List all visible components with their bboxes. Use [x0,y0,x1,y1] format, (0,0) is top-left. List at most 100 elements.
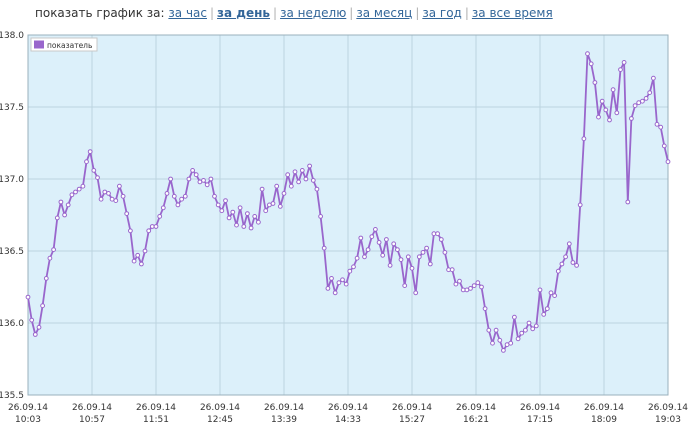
data-point [347,268,353,274]
data-point [84,159,89,165]
x-tick-label-date: 26.09.14 [456,403,496,413]
data-point [471,283,477,289]
data-point [120,193,126,199]
x-tick-label-date: 26.09.14 [200,403,240,413]
x-tick-label-time: 11:51 [143,415,169,425]
y-tick-label: 137.5 [0,103,24,113]
x-tick-label-time: 10:03 [15,415,41,425]
legend-box [30,37,98,52]
y-tick-label: 136.0 [0,319,24,329]
data-point [457,278,462,284]
legend-label: показатель [47,41,92,50]
data-point [73,189,78,195]
data-point [69,192,75,198]
data-point [325,286,331,291]
data-point [321,245,327,251]
plot-frame [27,34,669,396]
data-point [585,51,590,57]
data-point [479,284,484,290]
x-tick-label-date: 26.09.14 [136,403,176,413]
data-point [237,205,243,211]
data-point [190,168,196,173]
y-tick-label: 136.5 [0,247,24,257]
data-point [303,176,309,182]
data-point [358,235,364,241]
data-point [95,175,100,181]
x-tick-label-time: 12:45 [207,415,233,425]
data-point [398,257,404,263]
data-point [226,215,232,221]
data-point [614,110,620,116]
data-point [296,179,302,185]
period-selector-label: показать график за: [35,6,165,20]
period-link-all-time[interactable]: за все время [471,6,553,20]
data-point [25,294,31,300]
data-point [603,107,609,113]
data-point [248,225,254,231]
data-point [175,202,181,208]
data-point [552,293,557,299]
data-point [219,208,225,214]
data-point [413,290,419,296]
data-point [329,276,334,281]
data-point [658,124,664,130]
data-point [508,340,514,346]
data-point [387,263,393,268]
data-point [43,276,49,281]
data-point [51,247,56,253]
data-point [241,224,247,229]
period-link-day[interactable]: за день [217,6,271,20]
data-point [544,306,550,312]
x-tick-label-date: 26.09.14 [520,403,560,413]
data-point [651,75,656,81]
x-tick-label-date: 26.09.14 [264,403,304,413]
data-point [354,255,360,261]
x-tick-label-time: 17:15 [527,415,553,425]
data-point [87,149,93,155]
data-point [629,116,634,121]
data-point [153,224,159,229]
data-point [537,287,543,293]
data-point [252,214,258,219]
data-point [139,261,144,267]
data-point [391,241,397,247]
data-point [80,183,86,189]
data-point [632,103,638,108]
data-point [395,247,400,253]
period-link-month[interactable]: за месяц [356,6,413,20]
period-selector: показать график за: за час | за день | за не… [35,5,553,21]
data-point [427,261,433,267]
period-link-hour[interactable]: за час [168,6,207,20]
data-point [533,323,539,329]
data-point [566,241,572,247]
data-point [270,201,276,206]
separator: | [415,6,420,20]
x-tick-label-time: 14:33 [335,415,361,425]
x-tick-label-date: 26.09.14 [72,403,112,413]
data-point [277,204,283,209]
data-point [54,215,60,221]
data-point [515,336,521,342]
data-point [468,286,473,291]
data-point [541,312,547,317]
data-point [373,227,378,232]
data-point [548,290,554,296]
data-point [449,267,455,273]
data-point [661,143,667,149]
data-point [665,159,671,165]
period-link-week[interactable]: за неделю [280,6,347,20]
period-link-year[interactable]: за год [422,6,462,20]
data-point [230,209,236,215]
data-point [497,337,503,343]
data-point [29,317,35,323]
y-tick-label: 137.0 [0,175,24,185]
data-point [47,255,53,261]
data-point [212,193,217,199]
separator: | [210,6,215,20]
data-point [526,320,532,326]
data-point [36,324,42,330]
data-point [563,254,568,260]
data-point [402,283,408,289]
data-point [62,212,67,218]
